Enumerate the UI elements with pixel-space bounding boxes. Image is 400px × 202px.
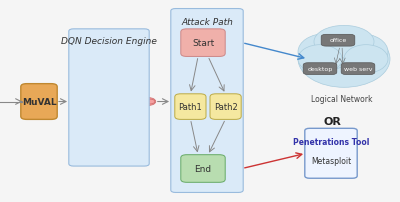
Ellipse shape (298, 45, 342, 74)
Ellipse shape (344, 45, 388, 74)
FancyBboxPatch shape (341, 63, 375, 75)
Text: Start: Start (192, 39, 214, 48)
Text: Path2: Path2 (214, 103, 238, 112)
Circle shape (79, 132, 93, 139)
Text: Metasploit: Metasploit (311, 156, 351, 165)
FancyBboxPatch shape (305, 129, 357, 178)
Circle shape (100, 106, 113, 112)
FancyBboxPatch shape (175, 94, 206, 120)
Circle shape (122, 134, 135, 141)
Ellipse shape (298, 31, 390, 88)
Circle shape (100, 80, 113, 86)
FancyBboxPatch shape (321, 35, 355, 47)
Ellipse shape (314, 26, 374, 59)
FancyBboxPatch shape (181, 155, 225, 182)
Text: web serv: web serv (344, 66, 372, 71)
Text: OR: OR (323, 116, 341, 126)
Text: desktop: desktop (307, 66, 333, 71)
Text: Path1: Path1 (178, 103, 202, 112)
Circle shape (79, 53, 93, 60)
Text: End: End (194, 164, 212, 173)
FancyBboxPatch shape (181, 30, 225, 57)
Circle shape (100, 53, 113, 60)
Text: Attack Path: Attack Path (181, 18, 233, 27)
FancyBboxPatch shape (69, 30, 149, 166)
FancyBboxPatch shape (171, 9, 243, 193)
Circle shape (122, 110, 135, 116)
Circle shape (79, 80, 93, 86)
Circle shape (140, 98, 156, 106)
Text: MuVAL: MuVAL (22, 98, 56, 106)
Text: office: office (329, 38, 347, 43)
Text: Penetrations Tool: Penetrations Tool (293, 137, 369, 146)
Circle shape (79, 106, 93, 112)
Text: DQN Decision Engine: DQN Decision Engine (61, 36, 157, 45)
Ellipse shape (298, 34, 354, 71)
FancyBboxPatch shape (21, 84, 57, 120)
FancyBboxPatch shape (303, 63, 337, 75)
Text: Logical Network: Logical Network (311, 95, 373, 104)
Circle shape (122, 61, 135, 68)
Circle shape (145, 100, 155, 104)
Ellipse shape (332, 34, 388, 71)
Circle shape (100, 132, 113, 139)
Circle shape (122, 86, 135, 92)
FancyBboxPatch shape (210, 94, 241, 120)
